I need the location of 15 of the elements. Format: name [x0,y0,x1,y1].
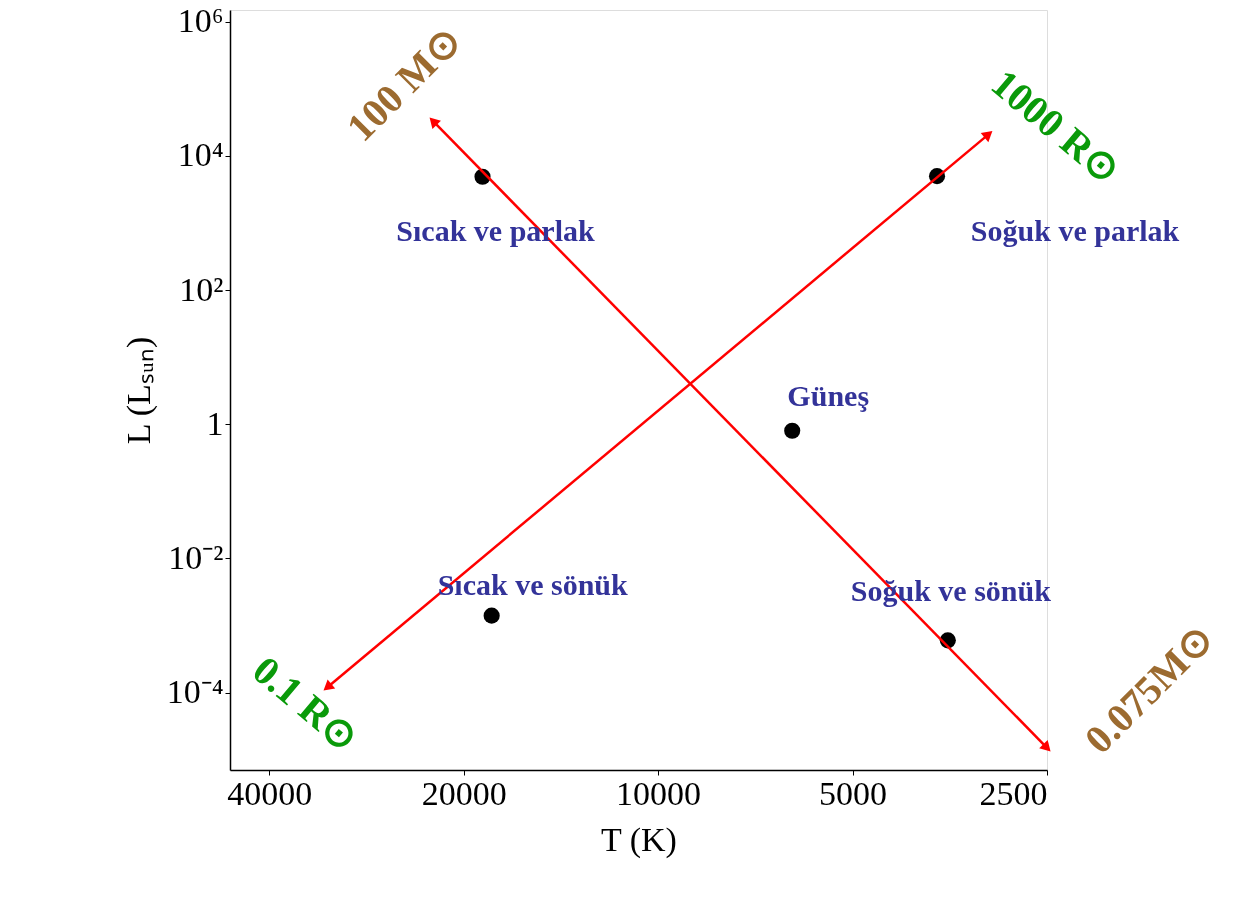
x-tick-label: 40000 [227,774,313,812]
y-tick-label: 10² [179,270,224,308]
y-axis-title: L (Lₛᵤₙ) [119,336,158,445]
y-tick-label: 10⁻⁴ [166,673,224,711]
annotation: Soğuk ve parlak [970,214,1180,248]
y-tick-label: 10⁴ [177,136,224,174]
x-tick-label: 20000 [421,774,507,812]
x-tick-label: 2500 [979,774,1048,812]
y-tick-label: 1 [206,404,224,442]
y-tick-label: 10⁻² [168,538,224,576]
annotation: Güneş [787,378,870,412]
x-tick-label: 5000 [819,774,888,812]
x-axis-title: T (K) [601,820,677,859]
x-tick-label: 10000 [616,774,702,812]
y-tick-label: 10⁶ [177,2,224,40]
